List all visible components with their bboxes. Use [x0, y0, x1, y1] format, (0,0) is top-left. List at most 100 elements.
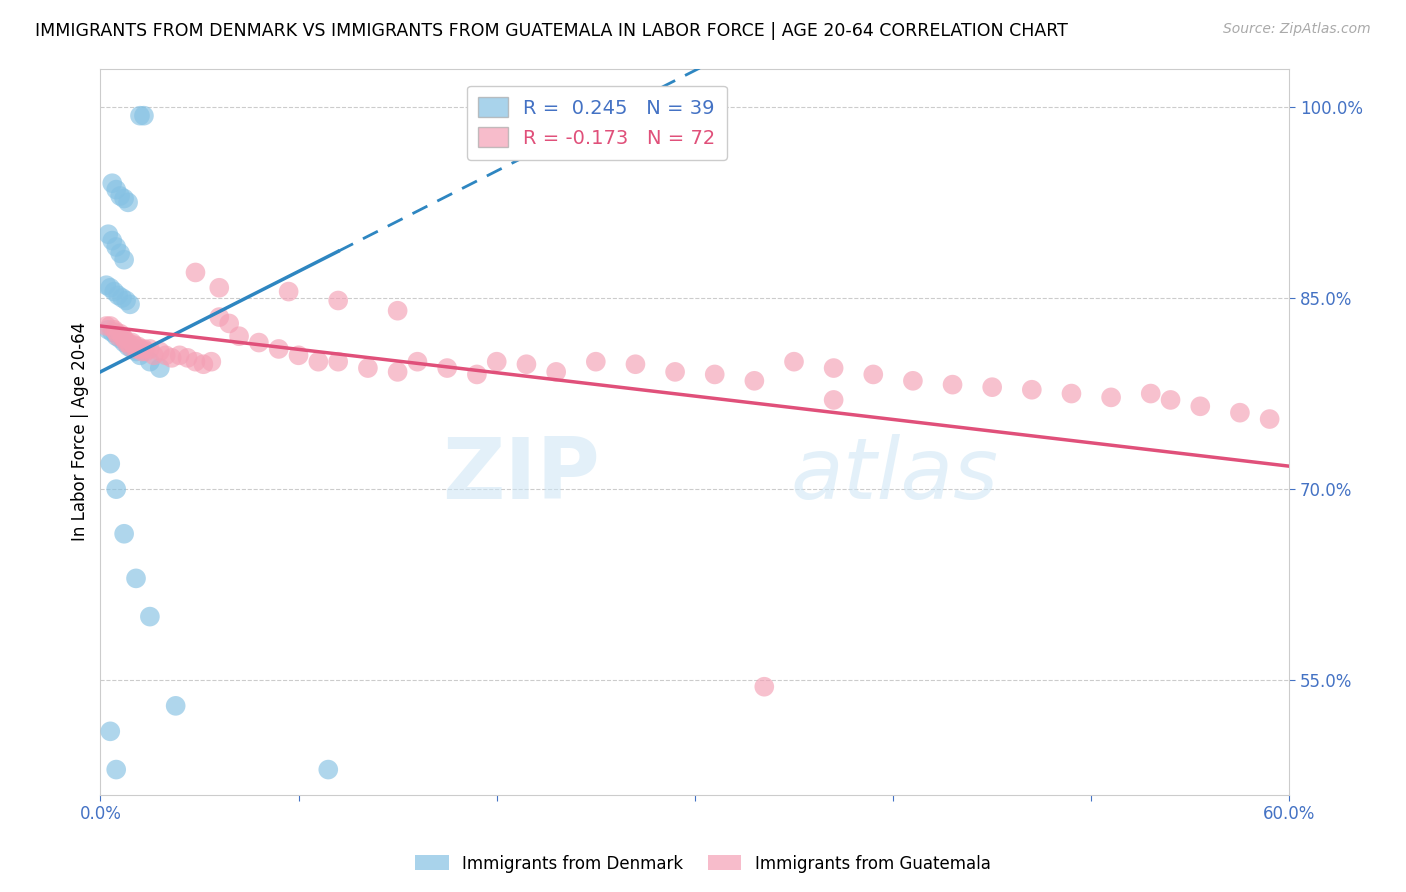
Point — [485, 354, 508, 368]
Point — [139, 354, 162, 368]
Text: Source: ZipAtlas.com: Source: ZipAtlas.com — [1223, 22, 1371, 37]
Point — [108, 326, 131, 341]
Point — [97, 227, 120, 242]
Point — [316, 763, 339, 777]
Point — [117, 339, 139, 353]
Legend: R =  0.245   N = 39, R = -0.173   N = 72: R = 0.245 N = 39, R = -0.173 N = 72 — [467, 86, 727, 160]
Point — [98, 318, 121, 333]
Point — [115, 293, 138, 308]
Point — [1099, 390, 1122, 404]
Point — [112, 335, 135, 350]
Point — [105, 482, 128, 496]
Point — [176, 351, 198, 365]
Point — [387, 303, 409, 318]
Text: IMMIGRANTS FROM DENMARK VS IMMIGRANTS FROM GUATEMALA IN LABOR FORCE | AGE 20-64 : IMMIGRANTS FROM DENMARK VS IMMIGRANTS FR… — [35, 22, 1069, 40]
Point — [465, 368, 488, 382]
Point — [328, 293, 350, 308]
Point — [193, 357, 215, 371]
Point — [149, 361, 172, 376]
Point — [754, 680, 776, 694]
Point — [208, 310, 231, 324]
Point — [901, 374, 924, 388]
Point — [515, 357, 537, 371]
Point — [165, 698, 187, 713]
Point — [406, 354, 429, 368]
Point — [105, 326, 128, 340]
Point — [783, 354, 806, 368]
Point — [98, 724, 121, 739]
Point — [132, 109, 155, 123]
Point — [1229, 406, 1251, 420]
Point — [97, 323, 120, 337]
Point — [149, 344, 172, 359]
Point — [208, 281, 231, 295]
Point — [96, 278, 118, 293]
Point — [121, 335, 143, 350]
Point — [155, 348, 177, 362]
Point — [101, 326, 124, 340]
Point — [744, 374, 766, 388]
Point — [160, 351, 183, 365]
Point — [287, 348, 309, 362]
Point — [169, 348, 191, 362]
Point — [129, 109, 152, 123]
Point — [142, 348, 165, 362]
Point — [125, 342, 148, 356]
Point — [112, 192, 135, 206]
Point — [228, 329, 250, 343]
Point — [98, 457, 121, 471]
Point — [125, 571, 148, 585]
Point — [129, 342, 152, 356]
Point — [115, 335, 138, 350]
Point — [585, 354, 607, 368]
Point — [823, 392, 845, 407]
Point — [1139, 386, 1161, 401]
Point — [127, 339, 149, 353]
Point — [703, 368, 725, 382]
Point — [132, 342, 155, 356]
Point — [328, 354, 350, 368]
Point — [1021, 383, 1043, 397]
Point — [117, 195, 139, 210]
Point — [105, 183, 128, 197]
Point — [1060, 386, 1083, 401]
Point — [107, 288, 129, 302]
Point — [200, 354, 222, 368]
Point — [387, 365, 409, 379]
Y-axis label: In Labor Force | Age 20-64: In Labor Force | Age 20-64 — [72, 322, 89, 541]
Point — [103, 323, 125, 337]
Point — [112, 526, 135, 541]
Point — [112, 332, 135, 346]
Point — [103, 285, 125, 299]
Point — [184, 265, 207, 279]
Text: ZIP: ZIP — [441, 434, 600, 516]
Point — [108, 246, 131, 260]
Point — [111, 329, 134, 343]
Point — [96, 318, 118, 333]
Point — [267, 342, 290, 356]
Point — [101, 234, 124, 248]
Point — [112, 252, 135, 267]
Point — [122, 338, 145, 352]
Point — [105, 763, 128, 777]
Point — [1189, 399, 1212, 413]
Point — [184, 354, 207, 368]
Point — [108, 332, 131, 346]
Point — [823, 361, 845, 376]
Point — [941, 377, 963, 392]
Point — [862, 368, 884, 382]
Point — [139, 342, 162, 356]
Point — [357, 361, 380, 376]
Point — [125, 344, 148, 359]
Point — [247, 335, 270, 350]
Point — [105, 329, 128, 343]
Point — [307, 354, 329, 368]
Point — [981, 380, 1004, 394]
Text: atlas: atlas — [790, 434, 998, 516]
Point — [546, 365, 568, 379]
Point — [108, 189, 131, 203]
Point — [135, 344, 157, 359]
Point — [624, 357, 647, 371]
Point — [120, 297, 142, 311]
Point — [664, 365, 686, 379]
